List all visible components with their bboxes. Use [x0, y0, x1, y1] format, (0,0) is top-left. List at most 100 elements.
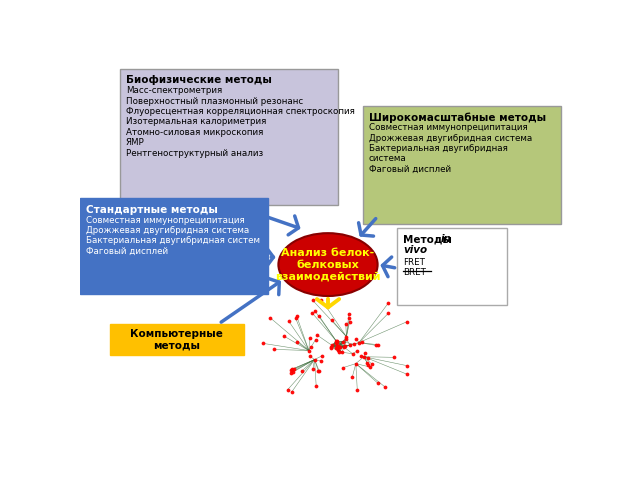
Point — [317, 352, 327, 360]
Point — [305, 335, 315, 342]
Point — [304, 347, 314, 354]
Text: BRET: BRET — [403, 267, 426, 276]
Point — [402, 371, 412, 378]
Point — [402, 362, 412, 370]
Point — [344, 318, 355, 325]
Point — [305, 352, 315, 360]
Text: Совместная иммунопреципитация: Совместная иммунопреципитация — [86, 216, 244, 225]
Point — [331, 339, 341, 347]
Point — [326, 344, 336, 351]
Point — [316, 296, 326, 304]
Text: Компьютерные
методы: Компьютерные методы — [131, 329, 223, 350]
Text: Анализ белок-
белковых
взаимодействий: Анализ белок- белковых взаимодействий — [275, 248, 381, 281]
Point — [402, 318, 412, 325]
Point — [359, 353, 369, 360]
Text: Изотермальная калориметрия: Изотермальная калориметрия — [125, 118, 266, 126]
Point — [314, 367, 324, 375]
FancyBboxPatch shape — [110, 324, 244, 355]
Point — [373, 341, 383, 348]
Point — [308, 297, 318, 304]
Point — [282, 386, 292, 394]
Point — [332, 344, 342, 352]
Point — [285, 369, 296, 376]
Point — [339, 343, 349, 351]
Text: Бактериальная двугибридная: Бактериальная двугибридная — [369, 144, 508, 153]
Point — [307, 310, 317, 317]
Point — [284, 318, 294, 325]
FancyBboxPatch shape — [120, 69, 338, 205]
Point — [345, 341, 355, 349]
Point — [333, 342, 343, 349]
Point — [332, 337, 342, 345]
Point — [340, 342, 350, 349]
Point — [314, 312, 324, 320]
Point — [286, 366, 296, 373]
Point — [278, 332, 289, 340]
Point — [340, 320, 351, 328]
Text: Рентгеноструктурный анализ: Рентгеноструктурный анализ — [125, 148, 263, 157]
Point — [373, 380, 383, 387]
Point — [355, 353, 365, 360]
FancyBboxPatch shape — [397, 228, 507, 305]
Text: Бактериальная двугибридная систем: Бактериальная двугибридная систем — [86, 237, 260, 245]
Point — [351, 335, 362, 343]
Point — [364, 354, 374, 361]
Point — [367, 360, 377, 368]
Point — [383, 299, 394, 307]
Point — [348, 350, 358, 358]
Point — [338, 364, 348, 372]
Point — [327, 316, 337, 324]
Point — [344, 310, 354, 317]
Text: Масс-спектрометрия: Масс-спектрометрия — [125, 86, 222, 96]
Point — [311, 382, 321, 390]
Text: ЯМР: ЯМР — [125, 138, 145, 147]
Point — [291, 314, 301, 322]
Point — [310, 336, 321, 344]
Point — [333, 342, 343, 349]
Point — [360, 349, 370, 357]
Point — [352, 347, 362, 355]
Point — [326, 343, 336, 350]
Point — [332, 338, 342, 346]
Point — [333, 346, 343, 353]
Text: Широкомасштабные методы: Широкомасштабные методы — [369, 112, 546, 123]
Point — [383, 310, 394, 317]
Point — [258, 339, 268, 347]
Point — [389, 353, 399, 361]
Point — [310, 307, 320, 315]
Point — [292, 312, 302, 320]
Point — [352, 386, 362, 394]
Point — [333, 343, 343, 350]
Point — [331, 337, 341, 345]
Point — [265, 314, 275, 322]
Point — [333, 343, 343, 350]
Text: vivo: vivo — [403, 245, 428, 255]
Point — [365, 363, 376, 371]
FancyBboxPatch shape — [80, 198, 269, 294]
Point — [332, 342, 342, 349]
Point — [335, 343, 346, 350]
Ellipse shape — [278, 233, 378, 296]
Text: in: in — [440, 234, 451, 244]
Point — [362, 359, 372, 367]
Point — [312, 331, 322, 339]
Point — [380, 383, 390, 390]
Text: Поверхностный плазмонный резонанс: Поверхностный плазмонный резонанс — [125, 97, 303, 106]
Text: Методы: Методы — [403, 234, 456, 244]
Text: Биофизические методы: Биофизические методы — [125, 75, 271, 85]
Point — [338, 338, 348, 346]
Point — [341, 333, 351, 340]
Point — [363, 361, 373, 369]
Point — [289, 366, 300, 373]
Point — [371, 341, 381, 349]
Point — [348, 373, 358, 381]
Text: система: система — [369, 155, 406, 163]
Text: Флуоресцентная корреляционная спектроскопия: Флуоресцентная корреляционная спектроско… — [125, 107, 355, 116]
FancyBboxPatch shape — [363, 106, 561, 224]
Text: Дрожжевая двугибридная система: Дрожжевая двугибридная система — [86, 226, 249, 235]
Text: Атомно-силовая микроскопия: Атомно-силовая микроскопия — [125, 128, 263, 137]
Point — [269, 346, 279, 353]
Point — [357, 338, 367, 346]
Point — [333, 348, 344, 356]
Point — [309, 356, 319, 363]
